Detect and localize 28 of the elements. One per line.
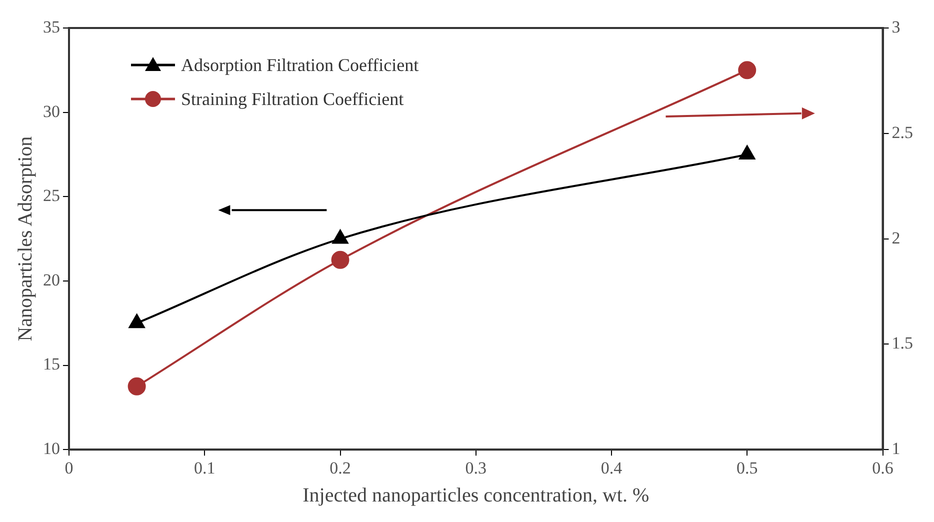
y2-tick-label: 3 bbox=[892, 17, 900, 36]
y-tick-label: 20 bbox=[43, 270, 60, 290]
y-tick-label: 35 bbox=[43, 17, 60, 36]
x-tick-label: 0.2 bbox=[330, 458, 351, 478]
point bbox=[331, 250, 350, 269]
y-tick-label: 30 bbox=[43, 102, 60, 121]
point bbox=[128, 377, 146, 396]
y-axis-title: Nanoparticles Adsorption bbox=[14, 136, 36, 342]
legend-label: Adsorption Filtration Coefficient bbox=[181, 54, 419, 76]
y2-tick-label: 1 bbox=[892, 439, 900, 458]
point bbox=[128, 314, 145, 328]
x-tick-label: 0 bbox=[64, 458, 74, 478]
y2-tick-label: 2.5 bbox=[892, 122, 913, 142]
y-tick-label: 15 bbox=[43, 354, 60, 374]
y-tick-label: 10 bbox=[43, 439, 60, 458]
x-tick-label: 0.5 bbox=[736, 458, 758, 478]
y2-tick-label: 1.5 bbox=[892, 334, 913, 353]
point bbox=[738, 61, 756, 80]
x-axis-title: Injected nanoparticles concentration, wt. % bbox=[302, 484, 650, 506]
x-tick-label: 0.1 bbox=[194, 458, 216, 478]
legend-label: Straining Filtration Coefficient bbox=[181, 88, 404, 110]
x-tick-label: 0.4 bbox=[600, 458, 623, 478]
x-tick-label: 0.3 bbox=[465, 458, 486, 478]
point bbox=[332, 230, 348, 244]
x-tick-label: 0.6 bbox=[872, 458, 894, 478]
y2-tick-label: 2 bbox=[892, 228, 900, 248]
point bbox=[739, 145, 756, 160]
y-tick-label: 25 bbox=[43, 186, 60, 206]
